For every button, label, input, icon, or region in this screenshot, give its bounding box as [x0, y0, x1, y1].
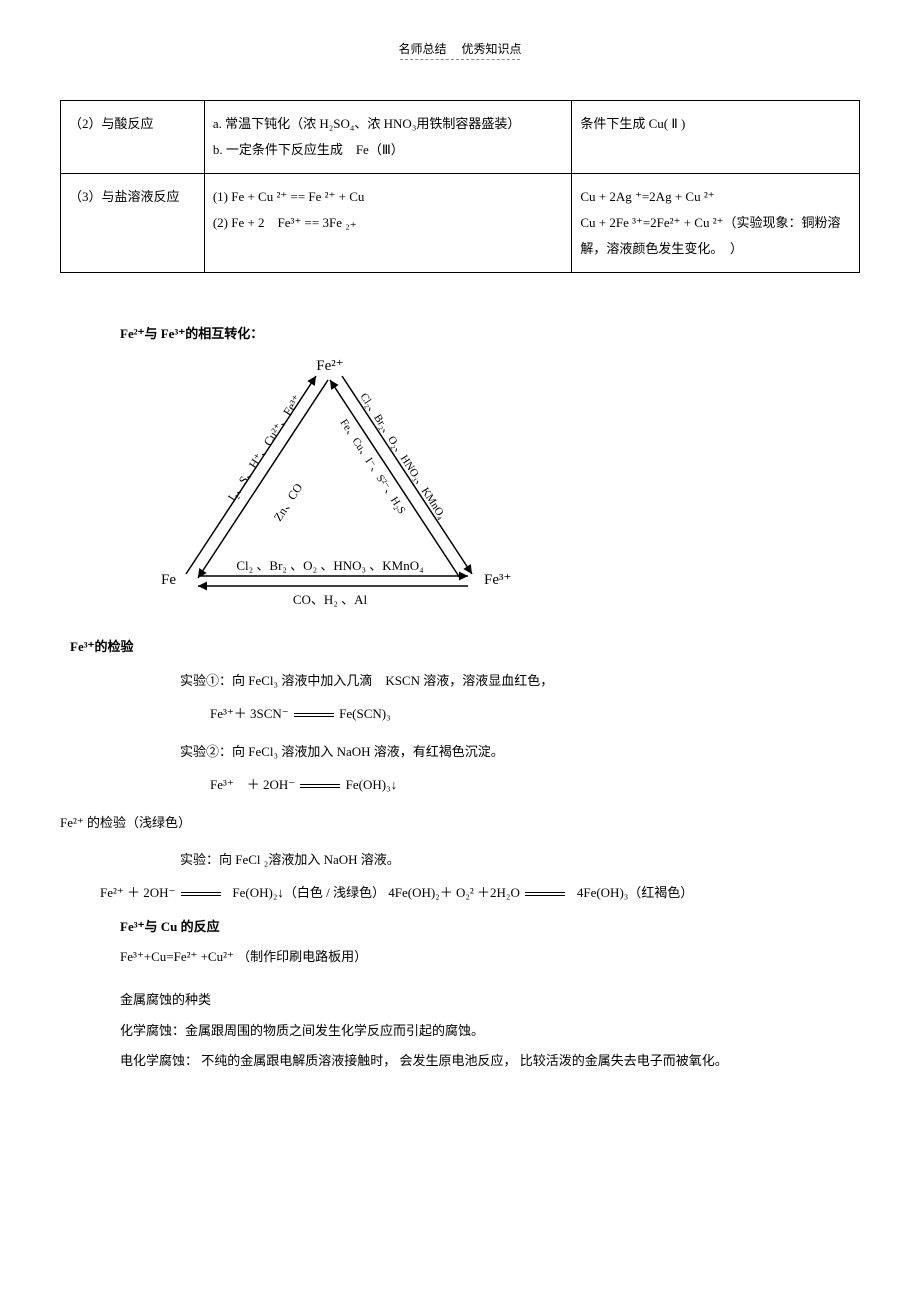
fe3-check-title: Fe³⁺的检验 [70, 636, 860, 655]
equation-1: Fe³⁺＋ 3SCN⁻ Fe(SCN)₃ [210, 702, 860, 725]
cell-salt-cu: Cu + 2Ag ⁺=2Ag + Cu ²⁺ Cu + 2Fe ³⁺=2Fe²⁺… [572, 174, 860, 273]
equals-bar [294, 713, 334, 717]
equals-bar [300, 784, 340, 788]
fe3-cu-title: Fe³⁺与 Cu 的反应 [120, 915, 860, 940]
cell-text: b. 一定条件下反应生成 Fe（Ⅲ） [213, 142, 404, 157]
edge-bottom-up: Cl₂ 、Br₂ 、O₂ 、HNO₃ 、KMnO₄ [236, 558, 424, 573]
eq-right: Fe(OH)₃↓ [346, 777, 397, 792]
vertex-right: Fe³⁺ [484, 572, 511, 588]
conversion-triangle: Fe²⁺ Fe Fe³⁺ I₂、S、H⁺、Cu²⁺、Fe³⁺ Zn、CO Cl₂… [140, 352, 860, 616]
equation-2: Fe³⁺ ＋ 2OH⁻ Fe(OH)₃↓ [210, 773, 860, 796]
triangle-svg: Fe²⁺ Fe Fe³⁺ I₂、S、H⁺、Cu²⁺、Fe³⁺ Zn、CO Cl₂… [140, 352, 520, 612]
experiment-3: 实验：向 FeCl ₂溶液加入 NaOH 溶液。 [180, 848, 860, 871]
eq-right: Fe(SCN)₃ [339, 706, 390, 721]
edge-right-down: Fe、Cu、I⁻、S²⁻、H₂S [337, 417, 407, 516]
cell-text: Cu + 2Fe ³⁺=2Fe²⁺ + Cu ²⁺（实验现象：铜粉溶解，溶液颜色… [580, 215, 840, 256]
table-row: （2）与酸反应 a. 常温下钝化（浓 H₂SO₄、浓 HNO₃用铁制容器盛装） … [61, 101, 860, 174]
cell-acid-label: （2）与酸反应 [61, 101, 205, 174]
reaction-table: （2）与酸反应 a. 常温下钝化（浓 H₂SO₄、浓 HNO₃用铁制容器盛装） … [60, 100, 860, 273]
eq-part-a: Fe²⁺ ＋ 2OH⁻ [100, 885, 175, 900]
fe2-check-title: Fe²⁺ 的检验（浅绿色） [60, 811, 860, 834]
cell-acid-fe: a. 常温下钝化（浓 H₂SO₄、浓 HNO₃用铁制容器盛装） b. 一定条件下… [204, 101, 572, 174]
section-conversion-title: Fe²⁺与 Fe³⁺的相互转化： [120, 323, 860, 342]
corrosion-electro: 电化学腐蚀： 不纯的金属跟电解质溶液接触时， 会发生原电池反应， 比较活泼的金属… [120, 1049, 860, 1074]
vertex-top: Fe²⁺ [316, 358, 343, 374]
cell-acid-cu: 条件下生成 Cu( Ⅱ ) [572, 101, 860, 174]
edge-left-down: Zn、CO [271, 481, 306, 524]
experiment-1: 实验①：向 FeCl₃ 溶液中加入几滴 KSCN 溶液，溶液显血红色， [180, 669, 860, 692]
table-row: （3）与盐溶液反应 (1) Fe + Cu ²⁺ == Fe ²⁺ + Cu (… [61, 174, 860, 273]
header-underline [400, 59, 520, 60]
equation-3: Fe²⁺ ＋ 2OH⁻ Fe(OH)₂↓（白色 / 浅绿色） 4Fe(OH)₂＋… [100, 881, 860, 904]
vertex-left: Fe [161, 572, 176, 588]
cell-text: a. 常温下钝化（浓 H₂SO₄、浓 HNO₃用铁制容器盛装） [213, 116, 521, 131]
eq-left: Fe³⁺ ＋ 2OH⁻ [210, 777, 295, 792]
cell-salt-label: （3）与盐溶液反应 [61, 174, 205, 273]
fe3-cu-eq: Fe³⁺+Cu=Fe²⁺ +Cu²⁺ （制作印刷电路板用） [120, 945, 860, 970]
cell-salt-fe: (1) Fe + Cu ²⁺ == Fe ²⁺ + Cu (2) Fe + 2 … [204, 174, 572, 273]
equals-bar [525, 892, 565, 896]
cell-text: Cu + 2Ag ⁺=2Ag + Cu ²⁺ [580, 189, 714, 204]
header-right: 优秀知识点 [462, 42, 522, 56]
header-left: 名师总结 [398, 42, 446, 56]
equals-bar [181, 892, 221, 896]
eq-part-b: Fe(OH)₂↓（白色 / 浅绿色） 4Fe(OH)₂＋ O₂² ＋2H₂O [232, 885, 519, 900]
page-header: 名师总结 优秀知识点 [60, 40, 860, 60]
eq-part-c: 4Fe(OH)₃（红褐色） [577, 885, 693, 900]
corrosion-title: 金属腐蚀的种类 [120, 988, 860, 1013]
edge-bottom-down: CO、H₂ 、Al [293, 592, 368, 607]
corrosion-chem: 化学腐蚀：金属跟周围的物质之间发生化学反应而引起的腐蚀。 [120, 1019, 860, 1044]
eq-left: Fe³⁺＋ 3SCN⁻ [210, 706, 289, 721]
experiment-2: 实验②：向 FeCl₃ 溶液加入 NaOH 溶液，有红褐色沉淀。 [180, 740, 860, 763]
cell-text: (2) Fe + 2 Fe³⁺ == 3Fe ₂₊ [213, 215, 357, 230]
cell-text: (1) Fe + Cu ²⁺ == Fe ²⁺ + Cu [213, 189, 365, 204]
